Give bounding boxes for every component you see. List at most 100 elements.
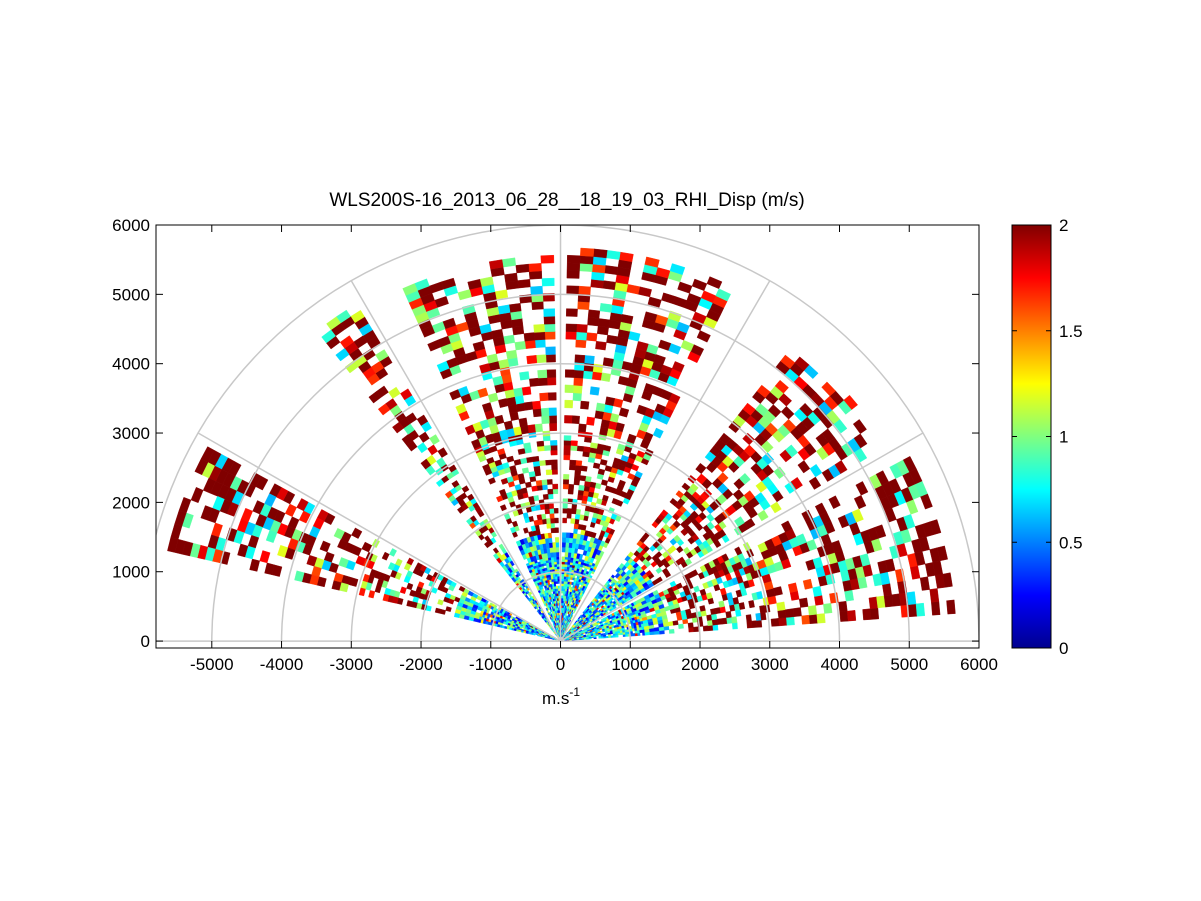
data-cell (549, 508, 555, 514)
data-cell (579, 614, 583, 618)
data-cell (781, 520, 793, 533)
data-cell (652, 589, 659, 596)
data-cell (855, 481, 869, 496)
data-cell (536, 610, 540, 614)
data-cell (392, 421, 404, 434)
angle-spoke (350, 280, 562, 642)
data-cell (406, 600, 413, 608)
data-cell (576, 445, 584, 452)
data-cell (688, 626, 695, 633)
colorbar-ticks: 0 0.5 1 1.5 2 (1012, 216, 1083, 658)
data-cell (546, 377, 557, 386)
data-cell (555, 556, 560, 560)
data-cell (738, 602, 746, 610)
data-cell (503, 334, 516, 345)
data-cell (543, 308, 556, 317)
data-cell (556, 563, 560, 567)
data-cell (425, 573, 434, 582)
data-cell (522, 512, 529, 519)
data-cell (388, 386, 401, 399)
data-cell (532, 408, 542, 418)
data-cell (721, 617, 728, 625)
data-cell (536, 514, 543, 521)
data-cell (546, 369, 557, 378)
data-cell (597, 318, 611, 328)
data-cell (584, 505, 591, 512)
data-cell (654, 403, 666, 415)
data-cell (517, 448, 526, 455)
data-cell (294, 570, 305, 582)
data-cell (566, 561, 571, 565)
data-cell (586, 416, 596, 426)
data-cell (529, 377, 540, 387)
sector-east (563, 456, 956, 642)
data-cell (852, 419, 867, 435)
data-cell (814, 594, 824, 606)
data-cell (555, 551, 560, 558)
data-cell (862, 608, 872, 621)
data-cell (562, 588, 566, 592)
data-cell (906, 591, 917, 605)
data-cell (636, 450, 646, 459)
data-cell (580, 247, 595, 257)
x-tick-label: 2000 (681, 655, 719, 674)
data-cell (573, 523, 579, 530)
data-cell (936, 545, 948, 562)
data-cell (512, 510, 519, 517)
data-cell (503, 420, 514, 431)
data-cell (427, 339, 441, 352)
data-cell (739, 473, 751, 485)
data-cell (773, 466, 786, 479)
data-cell (499, 488, 507, 496)
data-cell (669, 263, 686, 275)
data-cell (549, 513, 555, 519)
data-cell (574, 354, 586, 364)
data-cell (550, 459, 558, 466)
data-cell (574, 464, 582, 471)
data-cell (675, 582, 683, 590)
data-cell (561, 563, 565, 567)
data-cell (537, 634, 541, 637)
data-cell (458, 585, 466, 593)
data-cell (564, 556, 568, 560)
data-cell (553, 556, 557, 560)
data-cell (564, 559, 568, 563)
data-cell (377, 403, 391, 416)
data-cell (605, 635, 609, 639)
data-cell (564, 563, 568, 568)
data-cell (570, 518, 576, 524)
data-cell (200, 505, 213, 521)
data-cell (748, 600, 755, 609)
data-cell (498, 398, 509, 408)
data-cell (774, 379, 789, 394)
data-cell (823, 603, 833, 614)
data-cell (566, 262, 581, 272)
data-cell (919, 576, 930, 591)
data-cell (573, 479, 580, 486)
data-cell (525, 456, 534, 464)
data-cell (787, 582, 798, 593)
data-cell (794, 356, 810, 371)
y-tick-label: 3000 (112, 424, 150, 443)
data-cell (716, 618, 723, 625)
colorbar-tick-label: 1.5 (1059, 322, 1083, 341)
data-cell (742, 432, 755, 446)
data-cell (718, 600, 725, 608)
data-cell (562, 532, 567, 538)
data-cell (409, 589, 417, 597)
data-cell (472, 340, 486, 352)
data-cell (618, 479, 626, 487)
data-cell (669, 497, 678, 506)
colorbar-tick-label: 0.5 (1059, 533, 1083, 552)
data-cell (685, 608, 692, 615)
data-cell (602, 357, 614, 367)
data-cell (561, 566, 565, 570)
data-cell (568, 483, 575, 490)
data-cell (344, 360, 359, 374)
x-tick-label: -4000 (260, 655, 303, 674)
data-cell (488, 259, 504, 270)
data-cell (667, 621, 674, 627)
data-cell (802, 578, 813, 590)
data-cell (535, 354, 547, 364)
